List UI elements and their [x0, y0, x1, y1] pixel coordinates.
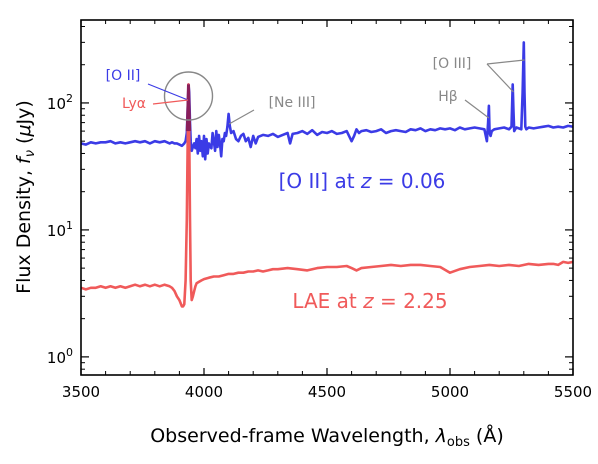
- annotation-hbeta-label: Hβ: [438, 89, 457, 105]
- oii-series-line: [81, 42, 573, 159]
- annotation-lya-connector: [153, 100, 188, 104]
- series-label-lae: LAE at z = 2.25: [292, 289, 447, 313]
- lae-series-line: [81, 84, 573, 306]
- annotation-neiii-connector: [229, 110, 254, 124]
- series-label-oii: [O II] at z = 0.06: [279, 169, 446, 193]
- x-tick-label: 5500: [554, 383, 592, 401]
- annotation-oii-label: [O II]: [106, 68, 141, 84]
- annotation-oiii-connector-a: [487, 60, 525, 64]
- x-tick-label: 5000: [431, 383, 469, 401]
- x-tick-label: 4500: [308, 383, 346, 401]
- y-tick-label: 101: [47, 219, 73, 240]
- x-axis-label: Observed-frame Wavelength, λobs (Å): [150, 424, 504, 450]
- x-tick-label: 3500: [62, 383, 100, 401]
- annotation-oii-connector: [148, 84, 188, 100]
- plot-frame: [81, 20, 573, 375]
- line-overlap-mark: [187, 84, 189, 131]
- y-axis-label: Flux Density, fν (μJy): [13, 100, 38, 294]
- annotation-layer: [O II] Lyα [Ne III] [O III] Hβ [O II] at z = …: [106, 56, 525, 313]
- annotation-oiii-connector-b: [487, 64, 513, 92]
- annotation-lya-label: Lyα: [122, 96, 146, 112]
- y-tick-label: 102: [47, 92, 73, 113]
- annotation-oiii-label: [O III]: [433, 56, 472, 72]
- annotation-neiii-label: [Ne III]: [269, 95, 316, 111]
- x-tick-label: 4000: [185, 383, 223, 401]
- annotation-hbeta-connector: [465, 100, 489, 118]
- y-tick-label: 100: [47, 346, 73, 367]
